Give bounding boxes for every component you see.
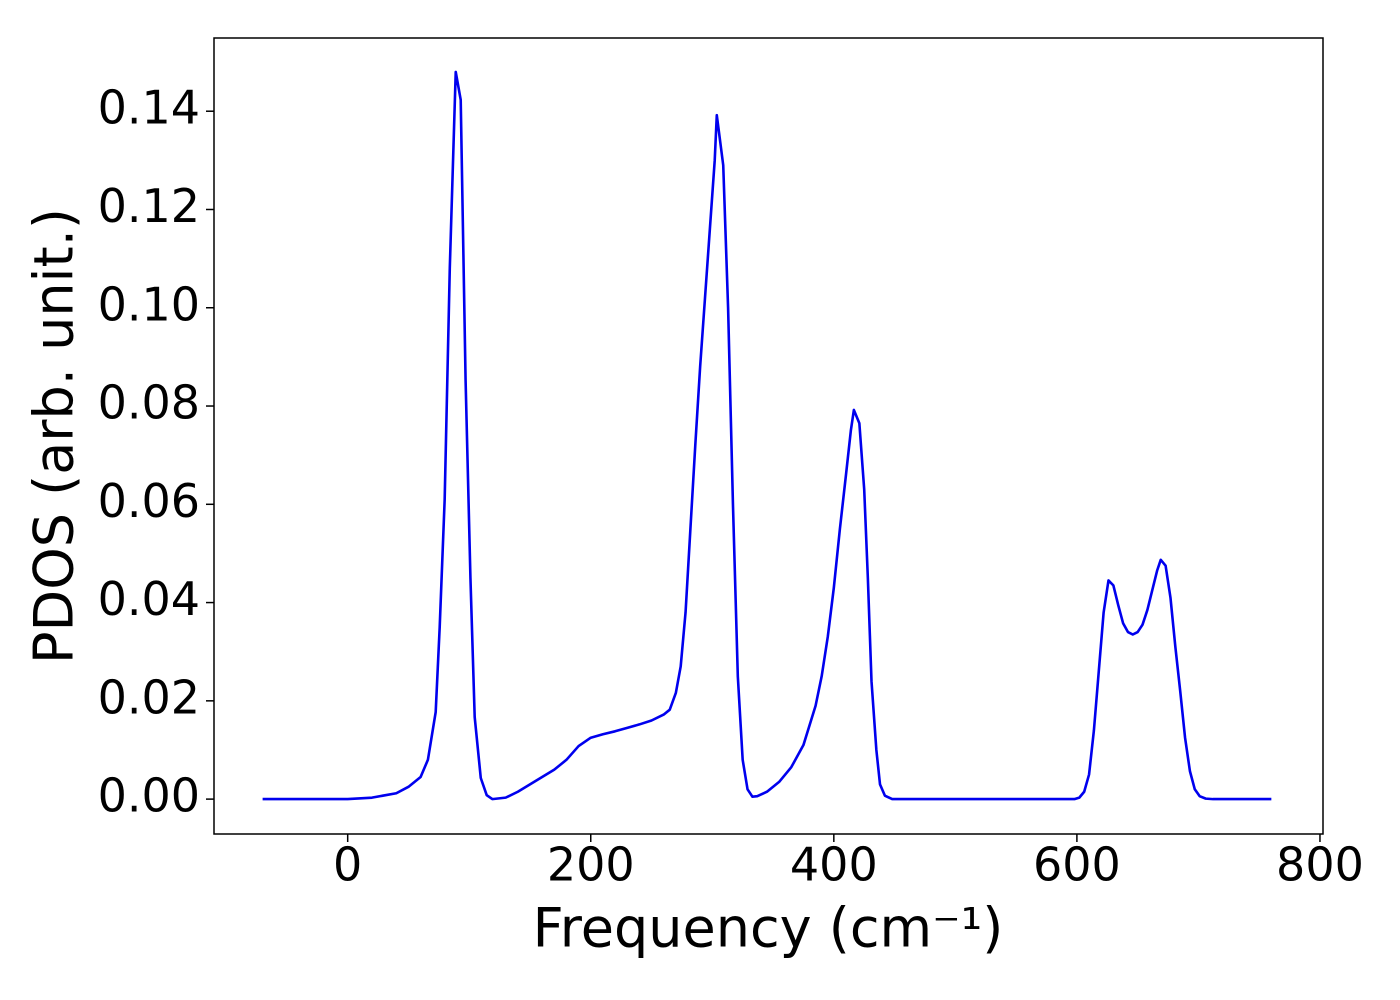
x-tick-label: 800 [1276, 838, 1364, 892]
y-tick-label: 0.08 [98, 376, 200, 430]
y-axis-label: PDOS (arb. unit.) [23, 208, 86, 664]
y-tick-label: 0.10 [98, 277, 200, 331]
y-tick-label: 0.02 [98, 670, 200, 724]
x-tick-label: 600 [1033, 838, 1121, 892]
x-tick-label: 400 [790, 838, 878, 892]
y-tick-label: 0.06 [98, 474, 200, 528]
plot-frame [213, 37, 1324, 835]
y-tick-label: 0.12 [98, 179, 200, 233]
x-tick-label: 0 [333, 838, 362, 892]
y-tick-label: 0.00 [98, 769, 200, 823]
y-tick-label: 0.04 [98, 572, 200, 626]
x-axis-label: Frequency (cm⁻¹) [533, 897, 1004, 960]
data-line [262, 70, 1272, 801]
x-tick-label: 200 [547, 838, 635, 892]
y-tick-label: 0.14 [98, 81, 200, 135]
